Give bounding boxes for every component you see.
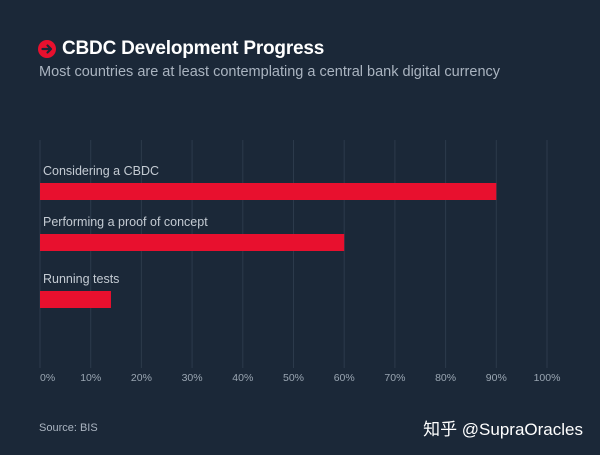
x-tick-label-50: 50%	[283, 372, 304, 384]
x-tick-label-60: 60%	[334, 372, 355, 384]
x-tick-label-40: 40%	[232, 372, 253, 384]
category-label-2: Running tests	[43, 272, 119, 286]
x-tick-label-10: 10%	[80, 372, 101, 384]
category-label-0: Considering a CBDC	[43, 164, 159, 178]
x-tick-label-90: 90%	[486, 372, 507, 384]
bar-2	[40, 291, 111, 308]
title-row: CBDC Development Progress	[38, 38, 324, 60]
x-tick-label-100: 100%	[534, 372, 561, 384]
chart-subtitle: Most countries are at least contemplatin…	[39, 64, 501, 80]
x-tick-label-30: 30%	[182, 372, 203, 384]
x-tick-label-80: 80%	[435, 372, 456, 384]
chart-title: CBDC Development Progress	[62, 38, 325, 59]
bar-0	[40, 183, 497, 200]
category-label-1: Performing a proof of concept	[43, 215, 208, 229]
x-tick-label-0: 0%	[40, 372, 55, 384]
watermark: 知乎 @SupraOracles	[423, 420, 583, 439]
x-tick-label-20: 20%	[131, 372, 152, 384]
bar-1	[40, 234, 345, 251]
x-tick-label-70: 70%	[384, 372, 405, 384]
source-note: Source: BIS	[39, 422, 98, 434]
arrow-right-circle-icon	[38, 40, 56, 58]
